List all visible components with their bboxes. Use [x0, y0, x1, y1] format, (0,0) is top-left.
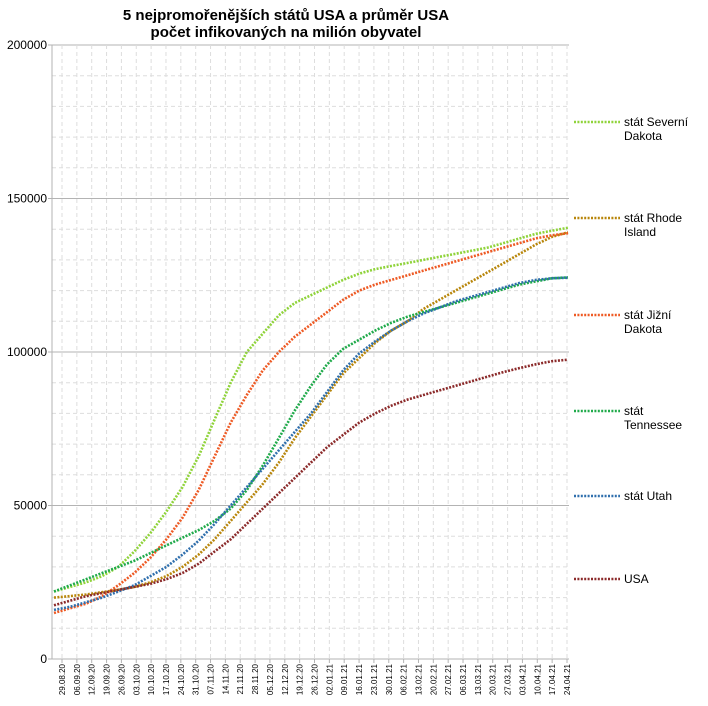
x-tick-label: 14.11.20: [221, 663, 230, 694]
x-tick-label: 07.11.20: [207, 663, 216, 694]
x-tick-label: 20.02.21: [429, 663, 438, 695]
x-tick-label: 12.09.20: [88, 663, 97, 695]
y-tick-label: 0: [40, 652, 47, 666]
x-tick-label: 03.10.20: [132, 663, 141, 695]
series-group: [53, 226, 569, 615]
x-tick-label: 02.01.21: [325, 663, 334, 695]
x-tick-label: 10.10.20: [147, 663, 156, 695]
x-tick-label: 03.04.21: [518, 663, 527, 695]
series-line-4: [53, 276, 569, 612]
x-tick-label: 19.12.20: [296, 663, 305, 695]
legend-label-1: stát Rhode Island: [624, 211, 682, 239]
grid: [52, 44, 569, 660]
x-tick-label: 29.08.20: [58, 663, 67, 695]
x-tick-label: 06.03.21: [459, 663, 468, 695]
x-tick-label: 10.04.21: [533, 663, 542, 695]
series-line-1: [53, 231, 569, 599]
x-tick-label: 20.03.21: [489, 663, 498, 695]
x-tick-label: 23.01.21: [370, 663, 379, 695]
x-tick-label: 06.09.20: [73, 663, 82, 695]
x-tick-label: 31.10.20: [192, 663, 201, 695]
x-tick-label: 27.03.21: [504, 663, 513, 695]
x-tick-label: 28.11.20: [251, 663, 260, 694]
x-tick-label: 30.01.21: [385, 663, 394, 695]
legend-label-3: stát Tennessee: [624, 404, 682, 432]
series-line-3: [53, 276, 569, 593]
x-tick-label: 24.10.20: [177, 663, 186, 695]
legend-label-4: stát Utah: [624, 489, 672, 503]
legend-label-5: USA: [624, 572, 649, 586]
x-tick-label: 21.11.20: [236, 663, 245, 694]
x-tick-label: 05.12.20: [266, 663, 275, 695]
x-tick-label: 16.01.21: [355, 663, 364, 695]
series-line-2: [53, 231, 569, 615]
chart-title-line-2: počet infikovaných na milión obyvatel: [151, 24, 422, 41]
x-tick-label: 27.02.21: [444, 663, 453, 695]
y-tick-label: 100000: [7, 345, 47, 359]
x-tick-label: 13.02.21: [414, 663, 423, 695]
x-axis: 29.08.20 06.09.20 12.09.20 19.09.20 26.09.20…: [52, 658, 572, 695]
x-tick-label: 17.10.20: [162, 663, 171, 695]
chart-title-line-1: 5 nejpromořenějších států USA a průměr U…: [123, 7, 449, 24]
legend-label-0: stát Severní Dakota: [624, 115, 689, 143]
legend: stát Severní Dakota stát Rhode Island stát J…: [574, 115, 689, 586]
x-tick-label: 13.03.21: [474, 663, 483, 695]
y-tick-label: 200000: [7, 38, 47, 52]
x-tick-label: 12.12.20: [281, 663, 290, 695]
legend-label-2: stát Jižní Dakota: [624, 308, 672, 336]
x-tick-label: 17.04.21: [548, 663, 557, 695]
x-tick-label: 06.02.21: [400, 663, 409, 695]
x-tick-label: 24.04.21: [563, 663, 572, 695]
x-tick-label: 26.12.20: [311, 663, 320, 695]
y-tick-label: 150000: [7, 192, 47, 206]
x-tick-label: 26.09.20: [117, 663, 126, 695]
y-tick-label: 50000: [14, 499, 48, 513]
series-line-5: [53, 358, 569, 607]
x-tick-label: 09.01.21: [340, 663, 349, 695]
series-line-0: [53, 226, 569, 593]
y-axis: 0 50000 100000 150000 200000: [7, 38, 53, 666]
x-tick-label: 19.09.20: [103, 663, 112, 695]
